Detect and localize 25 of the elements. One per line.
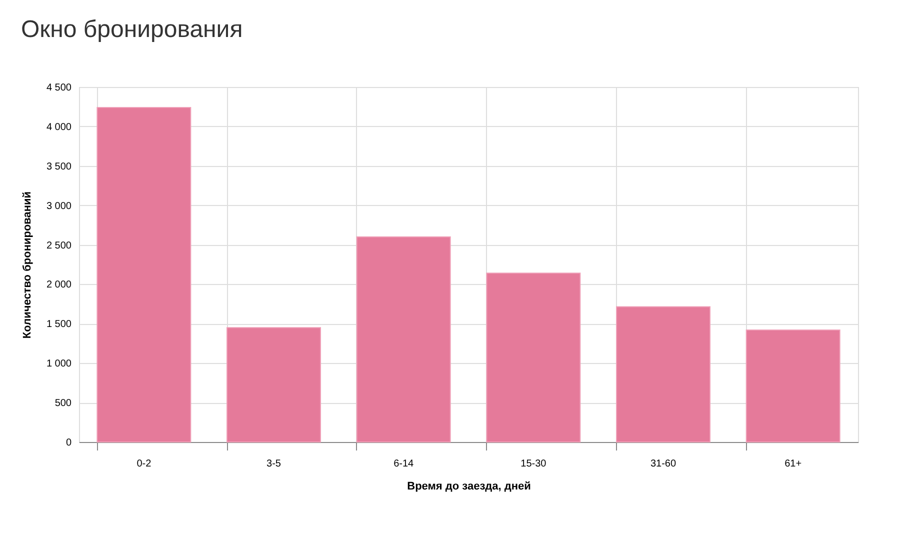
y-tick-label: 0 [66, 438, 72, 448]
bar [356, 236, 451, 442]
x-tick-label: 15-30 [520, 458, 547, 470]
bar [96, 107, 192, 442]
x-tick-label: 0-2 [136, 458, 152, 470]
bar [226, 327, 321, 442]
y-tick-label: 500 [54, 398, 72, 410]
y-tick-label: 3 000 [46, 200, 72, 212]
x-tick-label: 31-60 [650, 458, 676, 470]
x-tick-label: 61+ [784, 458, 802, 470]
y-tick-label: 1 000 [46, 358, 72, 370]
chart-title: Окно бронирования [20, 16, 243, 43]
x-axis-title: Время до заезда, дней [407, 480, 531, 492]
x-tick-label: 3-5 [266, 458, 282, 470]
y-tick-label: 4 500 [46, 82, 72, 94]
y-axis-title: Количество бронирований [21, 191, 34, 339]
y-tick-label: 2 000 [46, 280, 72, 291]
bar [746, 329, 840, 442]
x-tick-label: 6-14 [394, 458, 414, 470]
bar [486, 272, 581, 442]
y-tick-label: 3 500 [46, 161, 72, 172]
bar [616, 306, 710, 442]
y-tick-label: 2 500 [46, 240, 72, 252]
y-tick-label: 4 000 [46, 122, 72, 133]
y-tick-label: 1 500 [46, 319, 72, 330]
